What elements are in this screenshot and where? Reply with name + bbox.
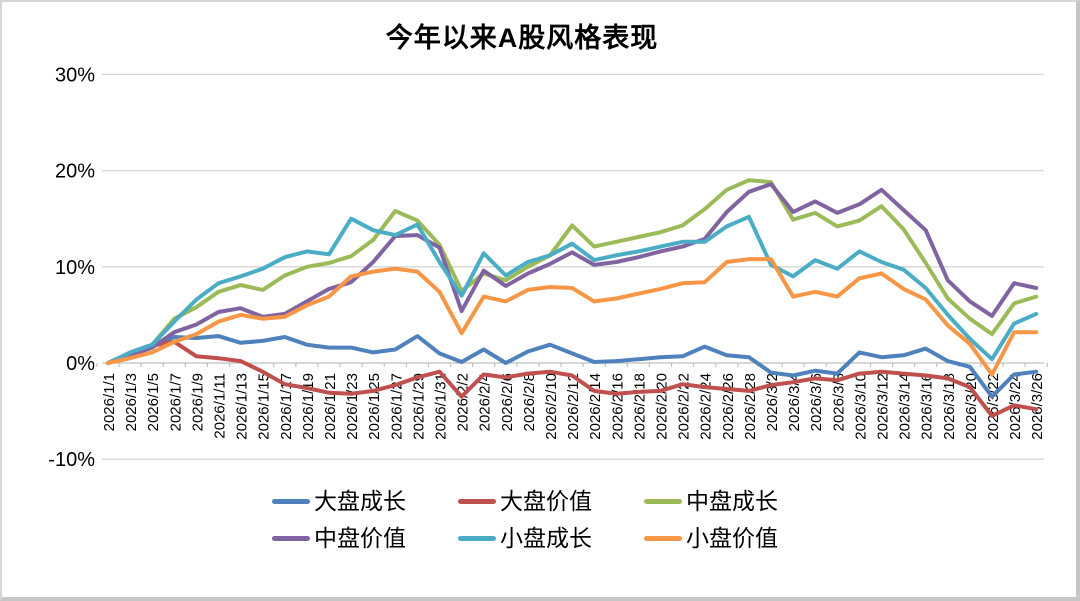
x-tick-label: 2026/3/10: [852, 373, 869, 440]
x-tick-label: 2026/1/19: [300, 373, 317, 440]
y-tick-label: 10%: [55, 257, 95, 279]
x-tick-label: 2026/2/10: [543, 373, 560, 440]
legend-item: 小盘价值: [644, 527, 778, 550]
x-tick-label: 2026/3/8: [830, 373, 847, 431]
legend-label: 大盘价值: [500, 488, 592, 514]
legend-swatch: [644, 536, 682, 541]
x-tick-label: 2026/2/18: [631, 373, 648, 440]
series-line-1: [106, 339, 1039, 418]
series-line-4: [106, 214, 1039, 365]
x-tick-label: 2026/1/13: [234, 373, 251, 440]
x-tick-label: 2026/3/14: [897, 373, 914, 440]
x-tick-label: 2026/1/5: [145, 373, 162, 431]
x-tick-label: 2026/1/27: [388, 373, 405, 440]
x-tick-label: 2026/2/26: [720, 373, 737, 440]
x-tick-label: 2026/3/20: [963, 373, 980, 440]
legend-swatch: [458, 499, 496, 504]
legend-item: 中盘价值: [272, 527, 406, 550]
x-tick-label: 2026/3/4: [786, 373, 803, 431]
x-tick-label: 2026/1/25: [366, 373, 383, 440]
legend-label: 中盘成长: [686, 488, 778, 514]
series-line-2: [106, 178, 1039, 365]
legend-label: 小盘成长: [500, 525, 592, 551]
x-tick-label: 2026/1/23: [344, 373, 361, 440]
x-tick-label: 2026/3/6: [808, 373, 825, 431]
x-tick-label: 2026/1/7: [167, 373, 184, 431]
chart-title: 今年以来A股风格表现: [385, 23, 659, 53]
legend-swatch: [272, 536, 310, 541]
legend-label: 中盘价值: [314, 525, 406, 551]
x-tick-label: 2026/2/4: [477, 373, 494, 431]
x-tick-label: 2026/3/2: [764, 373, 781, 431]
legend-swatch: [644, 499, 682, 504]
x-tick-label: 2026/1/9: [189, 373, 206, 431]
x-tick-label: 2026/2/12: [565, 373, 582, 440]
x-tick-label: 2026/1/1: [101, 373, 118, 431]
legend-item: 大盘价值: [458, 490, 592, 513]
chart-legend: 大盘成长 大盘价值 中盘成长中盘价值 小盘成长 小盘价值: [2, 490, 1048, 550]
legend-item: 大盘成长: [272, 490, 406, 513]
y-tick-label: 0%: [66, 353, 95, 375]
x-tick-label: 2026/2/22: [676, 373, 693, 440]
x-tick-label: 2026/2/28: [742, 373, 759, 440]
y-tick-label: -10%: [48, 449, 95, 471]
x-tick-label: 2026/1/15: [256, 373, 273, 440]
x-tick-label: 2026/3/26: [1029, 373, 1046, 440]
x-tick-label: 2026/1/3: [123, 373, 140, 431]
x-tick-label: 2026/3/16: [919, 373, 936, 440]
series-line-0: [106, 334, 1039, 399]
x-tick-label: 2026/2/6: [499, 373, 516, 431]
legend-row: 中盘价值 小盘成长 小盘价值: [272, 527, 778, 550]
x-tick-label: 2026/2/8: [521, 373, 538, 431]
x-tick-label: 2026/1/11: [212, 373, 229, 439]
x-tick-label: 2026/2/2: [455, 373, 472, 431]
x-axis-labels: 2026/1/1 2026/1/3 2026/1/5 2026/1/7 2026/1/9…: [101, 373, 1046, 440]
x-tick-label: 2026/1/31: [433, 373, 450, 440]
x-tick-label: 2026/3/18: [941, 373, 958, 440]
legend-item: 小盘成长: [458, 527, 592, 550]
gridlines: [102, 73, 1044, 460]
x-tick-label: 2026/1/21: [322, 373, 339, 440]
legend-item: 中盘成长: [644, 490, 778, 513]
y-tick-label: 30%: [55, 64, 95, 86]
series-lines: [106, 178, 1039, 418]
legend-label: 大盘成长: [314, 488, 406, 514]
series-line-5: [106, 257, 1039, 377]
x-tick-label: 2026/2/14: [587, 373, 604, 440]
legend-swatch: [458, 536, 496, 541]
x-tick-label: 2026/3/12: [875, 373, 892, 440]
x-tick-label: 2026/2/24: [698, 373, 715, 440]
x-tick-label: 2026/1/29: [410, 373, 427, 440]
legend-label: 小盘价值: [686, 525, 778, 551]
legend-row: 大盘成长 大盘价值 中盘成长: [272, 490, 778, 513]
y-axis-labels: 30% 20% 10% 0% -10%: [48, 64, 95, 471]
y-tick-label: 20%: [55, 161, 95, 183]
x-tick-label: 2026/2/20: [654, 373, 671, 440]
x-tick-label: 2026/2/16: [609, 373, 626, 440]
legend-swatch: [272, 499, 310, 504]
x-tick-label: 2026/1/17: [278, 373, 295, 440]
x-tick-label: 2026/3/22: [985, 373, 1002, 440]
